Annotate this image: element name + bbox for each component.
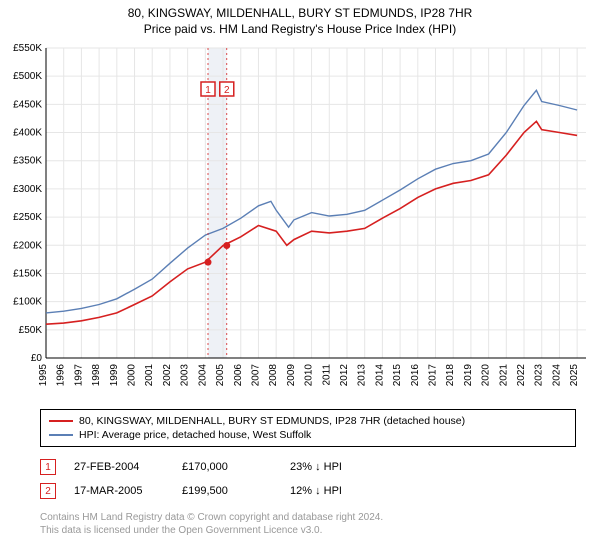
title-line2: Price paid vs. HM Land Registry's House … <box>0 22 600 36</box>
marker-row: 1 27-FEB-2004 £170,000 23% ↓ HPI <box>40 455 576 479</box>
svg-text:1996: 1996 <box>56 364 67 387</box>
marker-price: £199,500 <box>182 485 272 497</box>
svg-text:2020: 2020 <box>481 364 492 387</box>
svg-text:£50K: £50K <box>19 325 43 336</box>
svg-text:£500K: £500K <box>13 71 42 82</box>
svg-text:1: 1 <box>205 85 211 96</box>
svg-text:2005: 2005 <box>215 364 226 387</box>
svg-text:2014: 2014 <box>374 364 385 387</box>
svg-text:2015: 2015 <box>392 364 403 387</box>
legend-label: HPI: Average price, detached house, West… <box>79 429 311 441</box>
footer-line2: This data is licensed under the Open Gov… <box>40 524 576 537</box>
marker-date: 17-MAR-2005 <box>74 485 164 497</box>
svg-text:2008: 2008 <box>268 364 279 387</box>
svg-text:1999: 1999 <box>109 364 120 387</box>
svg-text:1995: 1995 <box>38 364 49 387</box>
svg-text:£100K: £100K <box>13 297 42 308</box>
marker-row: 2 17-MAR-2005 £199,500 12% ↓ HPI <box>40 479 576 503</box>
svg-text:2001: 2001 <box>144 364 155 387</box>
chart-container: 80, KINGSWAY, MILDENHALL, BURY ST EDMUND… <box>0 0 600 537</box>
legend-item: 80, KINGSWAY, MILDENHALL, BURY ST EDMUND… <box>49 414 567 428</box>
svg-text:£400K: £400K <box>13 128 42 139</box>
svg-text:2007: 2007 <box>250 364 261 387</box>
svg-text:2004: 2004 <box>197 364 208 387</box>
svg-text:£0: £0 <box>31 353 43 364</box>
svg-text:2024: 2024 <box>551 364 562 387</box>
svg-text:2025: 2025 <box>569 364 580 387</box>
legend-item: HPI: Average price, detached house, West… <box>49 428 567 442</box>
legend-swatch <box>49 420 73 422</box>
legend: 80, KINGSWAY, MILDENHALL, BURY ST EDMUND… <box>40 409 576 447</box>
svg-text:£350K: £350K <box>13 156 42 167</box>
svg-text:£300K: £300K <box>13 184 42 195</box>
svg-text:£200K: £200K <box>13 240 42 251</box>
svg-text:2012: 2012 <box>339 364 350 387</box>
svg-text:2018: 2018 <box>445 364 456 387</box>
svg-text:2: 2 <box>224 85 230 96</box>
svg-text:2016: 2016 <box>410 364 421 387</box>
svg-text:£250K: £250K <box>13 212 42 223</box>
marker-delta: 12% ↓ HPI <box>290 485 380 497</box>
svg-text:2011: 2011 <box>321 364 332 386</box>
svg-text:1997: 1997 <box>73 364 84 387</box>
svg-text:2002: 2002 <box>162 364 173 387</box>
line-chart-svg: £0 £50K £100K £150K £200K £250K £300K £350K £400… <box>0 40 600 400</box>
legend-label: 80, KINGSWAY, MILDENHALL, BURY ST EDMUND… <box>79 415 465 427</box>
title-line1: 80, KINGSWAY, MILDENHALL, BURY ST EDMUND… <box>0 6 600 20</box>
footer-attribution: Contains HM Land Registry data © Crown c… <box>40 511 576 537</box>
svg-text:2019: 2019 <box>463 364 474 387</box>
marker-badge: 2 <box>40 483 56 499</box>
footer-line1: Contains HM Land Registry data © Crown c… <box>40 511 576 524</box>
marker-delta: 23% ↓ HPI <box>290 461 380 473</box>
svg-text:£150K: £150K <box>13 268 42 279</box>
svg-text:£550K: £550K <box>13 43 42 54</box>
marker-table: 1 27-FEB-2004 £170,000 23% ↓ HPI 2 17-MA… <box>40 455 576 503</box>
svg-text:2000: 2000 <box>127 364 138 387</box>
svg-text:2022: 2022 <box>516 364 527 387</box>
svg-text:2003: 2003 <box>180 364 191 387</box>
svg-text:£450K: £450K <box>13 99 42 110</box>
marker-badge: 1 <box>40 459 56 475</box>
legend-swatch <box>49 434 73 436</box>
svg-text:2006: 2006 <box>233 364 244 387</box>
chart-area: £0 £50K £100K £150K £200K £250K £300K £350K £400… <box>0 40 600 405</box>
svg-text:2009: 2009 <box>286 364 297 387</box>
svg-text:2021: 2021 <box>498 364 509 387</box>
svg-text:2023: 2023 <box>534 364 545 387</box>
svg-text:1998: 1998 <box>91 364 102 387</box>
marker-date: 27-FEB-2004 <box>74 461 164 473</box>
svg-text:2017: 2017 <box>428 364 439 387</box>
chart-titles: 80, KINGSWAY, MILDENHALL, BURY ST EDMUND… <box>0 0 600 40</box>
marker-price: £170,000 <box>182 461 272 473</box>
svg-text:2013: 2013 <box>357 364 368 387</box>
svg-text:2010: 2010 <box>304 364 315 387</box>
